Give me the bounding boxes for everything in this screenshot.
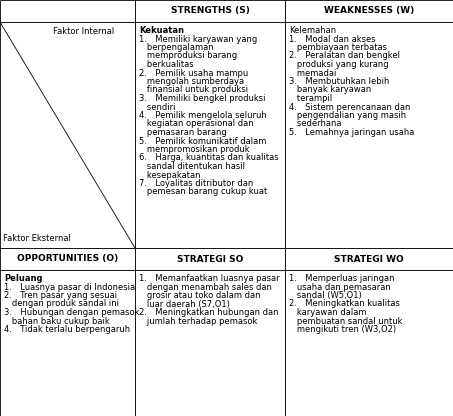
Text: 4. Pemilik mengelola seluruh: 4. Pemilik mengelola seluruh [139, 111, 267, 120]
Text: 4. Sistem perencanaan dan: 4. Sistem perencanaan dan [289, 102, 410, 111]
Text: 4. Tidak terlalu berpengaruh: 4. Tidak terlalu berpengaruh [4, 325, 130, 334]
Text: 1. Luasnya pasar di Indonesia: 1. Luasnya pasar di Indonesia [4, 282, 135, 292]
Text: memproduksi barang: memproduksi barang [139, 52, 237, 60]
Text: sandal ditentukan hasil: sandal ditentukan hasil [139, 162, 245, 171]
Text: OPPORTUNITIES (O): OPPORTUNITIES (O) [17, 255, 118, 263]
Bar [285, 22, 453, 248]
Bar [0, 270, 135, 416]
Text: dengan produk sandal ini: dengan produk sandal ini [4, 300, 119, 309]
Text: berpengalaman: berpengalaman [139, 43, 214, 52]
Text: pembuatan sandal untuk: pembuatan sandal untuk [289, 317, 403, 325]
Text: 7. Loyalitas ditributor dan: 7. Loyalitas ditributor dan [139, 179, 253, 188]
Text: berkualitas: berkualitas [139, 60, 193, 69]
Text: 1. Memiliki karyawan yang: 1. Memiliki karyawan yang [139, 35, 257, 44]
Bar [285, 0, 453, 22]
Text: 5. Lemahnya jaringan usaha: 5. Lemahnya jaringan usaha [289, 128, 414, 137]
Text: 2. Tren pasar yang sesuai: 2. Tren pasar yang sesuai [4, 291, 117, 300]
Text: mengolah sumberdaya: mengolah sumberdaya [139, 77, 244, 86]
Text: pemasaran barang: pemasaran barang [139, 128, 227, 137]
Bar [285, 270, 453, 416]
Text: mengikuti tren (W3,O2): mengikuti tren (W3,O2) [289, 325, 396, 334]
Text: 1. Memanfaatkan luasnya pasar: 1. Memanfaatkan luasnya pasar [139, 274, 280, 283]
Text: sandal (W5,O1): sandal (W5,O1) [289, 291, 362, 300]
Text: pemesan barang cukup kuat: pemesan barang cukup kuat [139, 188, 267, 196]
Text: produksi yang kurang: produksi yang kurang [289, 60, 389, 69]
Bar [0, 0, 135, 22]
Text: STRATEGI SO: STRATEGI SO [177, 255, 243, 263]
Text: 2. Meningkatkan hubungan dan: 2. Meningkatkan hubungan dan [139, 308, 279, 317]
Bar [0, 22, 135, 248]
Text: WEAKNESSES (W): WEAKNESSES (W) [324, 7, 414, 15]
Text: terampil: terampil [289, 94, 332, 103]
Bar [0, 248, 135, 270]
Text: memadai: memadai [289, 69, 337, 77]
Text: 1. Modal dan akses: 1. Modal dan akses [289, 35, 376, 44]
Text: sederhana: sederhana [289, 119, 342, 129]
Text: 6. Harga, kuantitas dan kualitas: 6. Harga, kuantitas dan kualitas [139, 154, 279, 163]
Text: kegiatan operasional dan: kegiatan operasional dan [139, 119, 254, 129]
Text: 3. Membutuhkan lebih: 3. Membutuhkan lebih [289, 77, 390, 86]
Text: Faktor Eksternal: Faktor Eksternal [3, 234, 71, 243]
Text: Kelemahan: Kelemahan [289, 26, 336, 35]
Bar [135, 22, 285, 248]
Text: Peluang: Peluang [4, 274, 43, 283]
Bar [285, 248, 453, 270]
Text: STRATEGI WO: STRATEGI WO [334, 255, 404, 263]
Bar [135, 0, 285, 22]
Text: 3. Hubungan dengan pemasok: 3. Hubungan dengan pemasok [4, 308, 140, 317]
Text: sendiri: sendiri [139, 102, 175, 111]
Text: bahan baku cukup baik: bahan baku cukup baik [4, 317, 110, 325]
Text: 2. Pemilik usaha mampu: 2. Pemilik usaha mampu [139, 69, 248, 77]
Text: jumlah terhadap pemasok: jumlah terhadap pemasok [139, 317, 257, 325]
Text: 1. Memperluas jaringan: 1. Memperluas jaringan [289, 274, 395, 283]
Text: 2. Meningkatkan kualitas: 2. Meningkatkan kualitas [289, 300, 400, 309]
Text: STRENGTHS (S): STRENGTHS (S) [171, 7, 250, 15]
Text: dengan menambah sales dan: dengan menambah sales dan [139, 282, 272, 292]
Text: 5. Pemilik komunikatif dalam: 5. Pemilik komunikatif dalam [139, 136, 266, 146]
Text: kesepakatan: kesepakatan [139, 171, 201, 179]
Text: grosir atau toko dalam dan: grosir atau toko dalam dan [139, 291, 260, 300]
Bar [135, 270, 285, 416]
Text: mempromosikan produk: mempromosikan produk [139, 145, 250, 154]
Text: banyak karyawan: banyak karyawan [289, 86, 371, 94]
Text: karyawan dalam: karyawan dalam [289, 308, 366, 317]
Text: luar daerah (S7,O1): luar daerah (S7,O1) [139, 300, 230, 309]
Text: Faktor Internal: Faktor Internal [53, 27, 114, 36]
Text: Kekuatan: Kekuatan [139, 26, 184, 35]
Text: pengendalian yang masih: pengendalian yang masih [289, 111, 406, 120]
Text: pembiayaan terbatas: pembiayaan terbatas [289, 43, 387, 52]
Text: 2. Peralatan dan bengkel: 2. Peralatan dan bengkel [289, 52, 400, 60]
Text: usaha dan pemasaran: usaha dan pemasaran [289, 282, 391, 292]
Bar [135, 248, 285, 270]
Text: 3. Memiliki bengkel produksi: 3. Memiliki bengkel produksi [139, 94, 265, 103]
Text: finansial untuk produksi: finansial untuk produksi [139, 86, 248, 94]
